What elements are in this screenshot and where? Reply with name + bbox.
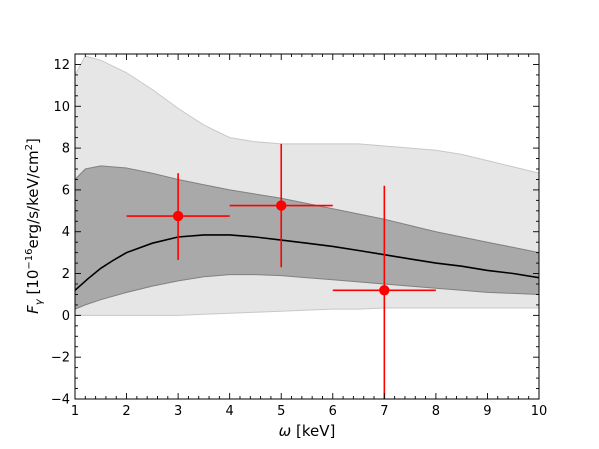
y-axis-subscript: γ (34, 298, 45, 305)
y-axis-label: Fγ [10−16erg/s/keV/cm2] (24, 138, 45, 314)
y-tick-label: 4 (62, 225, 70, 240)
x-tick-label: 5 (277, 404, 285, 419)
x-tick-label: 9 (483, 404, 491, 419)
y-axis-squared: 2 (24, 144, 35, 150)
x-axis-symbol: ω (279, 422, 292, 440)
y-axis-suffix: ] (24, 138, 42, 144)
x-tick-label: 3 (174, 404, 182, 419)
outer-band-upper-edge (75, 55, 539, 174)
data-point-1 (126, 173, 230, 260)
x-tick-label: 2 (122, 404, 130, 419)
y-axis-symbol: F (24, 305, 42, 314)
x-tick-label: 10 (531, 404, 548, 419)
data-point-2 (229, 143, 333, 268)
y-tick-label: 8 (62, 142, 70, 157)
y-axis-exponent: −16 (24, 248, 35, 269)
y-tick-label: 12 (53, 58, 70, 73)
y-axis-units: erg/s/keV/cm (24, 150, 42, 248)
data-marker (379, 285, 390, 296)
y-tick-label: 6 (62, 183, 70, 198)
x-tick-label: 1 (71, 404, 79, 419)
x-tick-label: 8 (432, 404, 440, 419)
plot-area (75, 55, 539, 399)
y-axis-prefix: [10 (24, 270, 42, 300)
y-tick-label: −2 (51, 351, 70, 366)
outer-band-lower-edge (75, 307, 539, 316)
inner-band-lower-edge (75, 274, 539, 310)
data-point-3 (332, 185, 436, 399)
y-tick-label: −4 (51, 393, 70, 408)
plot-frame (74, 53, 540, 400)
x-axis-label: ω [keV] (279, 422, 336, 440)
x-tick-label: 7 (380, 404, 388, 419)
y-tick-label: 0 (62, 309, 70, 324)
y-tick-label: 10 (53, 100, 70, 115)
y-tick-label: 2 (62, 267, 70, 282)
x-tick-label: 4 (226, 404, 234, 419)
x-tick-label: 6 (329, 404, 337, 419)
inner-band-upper-edge (75, 165, 539, 254)
x-axis-unit: [keV] (291, 422, 335, 440)
inner-band (75, 165, 539, 310)
data-marker (276, 200, 287, 211)
data-marker (172, 210, 184, 222)
